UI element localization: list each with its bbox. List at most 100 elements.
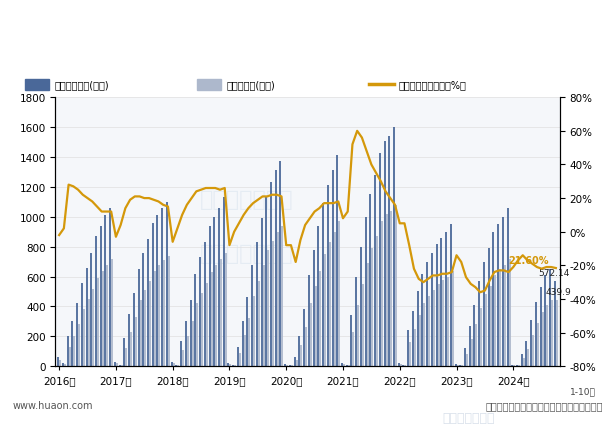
- Bar: [488, 248, 490, 366]
- Bar: [456, 365, 459, 366]
- Bar: [551, 301, 553, 366]
- Bar: [428, 296, 430, 366]
- Text: 华经产业研究院: 华经产业研究院: [200, 190, 294, 210]
- Bar: [402, 365, 405, 366]
- Bar: [253, 296, 255, 366]
- Bar: [499, 269, 501, 366]
- Bar: [187, 337, 189, 366]
- Bar: [490, 286, 491, 366]
- Bar: [343, 365, 345, 366]
- Bar: [62, 363, 64, 366]
- Bar: [464, 348, 466, 366]
- Bar: [270, 183, 272, 366]
- Bar: [355, 277, 357, 366]
- Bar: [119, 365, 121, 366]
- Bar: [248, 319, 250, 366]
- Bar: [509, 259, 510, 366]
- Bar: [528, 349, 530, 366]
- Bar: [197, 80, 221, 90]
- Bar: [156, 216, 159, 366]
- Bar: [438, 284, 440, 366]
- Bar: [97, 279, 99, 366]
- Bar: [213, 217, 215, 366]
- Bar: [419, 316, 421, 366]
- Bar: [478, 281, 480, 366]
- Bar: [152, 223, 154, 366]
- Bar: [391, 211, 392, 366]
- Bar: [412, 311, 414, 366]
- Bar: [493, 232, 494, 366]
- Bar: [308, 275, 310, 366]
- Bar: [64, 365, 66, 366]
- Bar: [310, 304, 312, 366]
- Bar: [317, 226, 319, 366]
- Bar: [73, 337, 75, 366]
- Bar: [277, 232, 279, 366]
- Bar: [336, 156, 338, 366]
- Bar: [303, 310, 305, 366]
- Bar: [194, 274, 196, 366]
- Bar: [166, 202, 168, 366]
- Bar: [341, 363, 343, 366]
- Bar: [261, 219, 263, 366]
- Bar: [256, 242, 258, 366]
- Bar: [76, 304, 78, 366]
- Bar: [6, 25, 15, 37]
- Bar: [147, 239, 149, 366]
- Bar: [140, 301, 141, 366]
- Bar: [535, 302, 537, 366]
- Text: 2016-2024年10月吉林省房地产投资额及住宅投资额: 2016-2024年10月吉林省房地产投资额及住宅投资额: [161, 48, 454, 66]
- Bar: [114, 362, 116, 366]
- Bar: [83, 310, 85, 366]
- Bar: [376, 236, 378, 366]
- Text: 21.60%: 21.60%: [508, 256, 549, 265]
- Bar: [218, 208, 220, 366]
- Bar: [66, 337, 69, 366]
- Bar: [272, 241, 274, 366]
- Text: 专业严谨 • 客观科学: 专业严谨 • 客观科学: [550, 26, 609, 36]
- Bar: [265, 198, 268, 366]
- Bar: [504, 265, 506, 366]
- Bar: [247, 298, 248, 366]
- Bar: [192, 322, 194, 366]
- Bar: [279, 162, 282, 366]
- Bar: [554, 281, 556, 366]
- Bar: [116, 363, 118, 366]
- Bar: [537, 323, 539, 366]
- Bar: [138, 269, 140, 366]
- Text: 439.9: 439.9: [546, 288, 571, 297]
- Bar: [210, 273, 213, 366]
- Bar: [454, 364, 456, 366]
- Bar: [494, 275, 496, 366]
- Text: 房地产投资额增速（%）: 房地产投资额增速（%）: [399, 80, 466, 90]
- Bar: [324, 254, 326, 366]
- Bar: [268, 250, 269, 366]
- Bar: [223, 198, 224, 366]
- Text: 华经情报网: 华经情报网: [34, 26, 65, 36]
- Bar: [475, 325, 477, 366]
- Bar: [470, 340, 473, 366]
- Bar: [111, 259, 113, 366]
- Bar: [251, 265, 253, 366]
- Bar: [263, 265, 264, 366]
- Bar: [232, 365, 234, 366]
- Bar: [433, 291, 435, 366]
- Bar: [409, 343, 411, 366]
- Bar: [371, 248, 373, 366]
- Bar: [298, 337, 300, 366]
- Bar: [275, 171, 277, 366]
- Text: www.huaon.com: www.huaon.com: [12, 400, 93, 410]
- Bar: [447, 277, 449, 366]
- Bar: [327, 186, 329, 366]
- Bar: [352, 332, 354, 366]
- Bar: [87, 299, 90, 366]
- Bar: [367, 263, 368, 366]
- Bar: [294, 357, 296, 366]
- Bar: [426, 262, 428, 366]
- Bar: [220, 259, 222, 366]
- Bar: [149, 281, 151, 366]
- Bar: [204, 242, 206, 366]
- Bar: [395, 205, 397, 366]
- Bar: [362, 284, 364, 366]
- Bar: [360, 247, 362, 366]
